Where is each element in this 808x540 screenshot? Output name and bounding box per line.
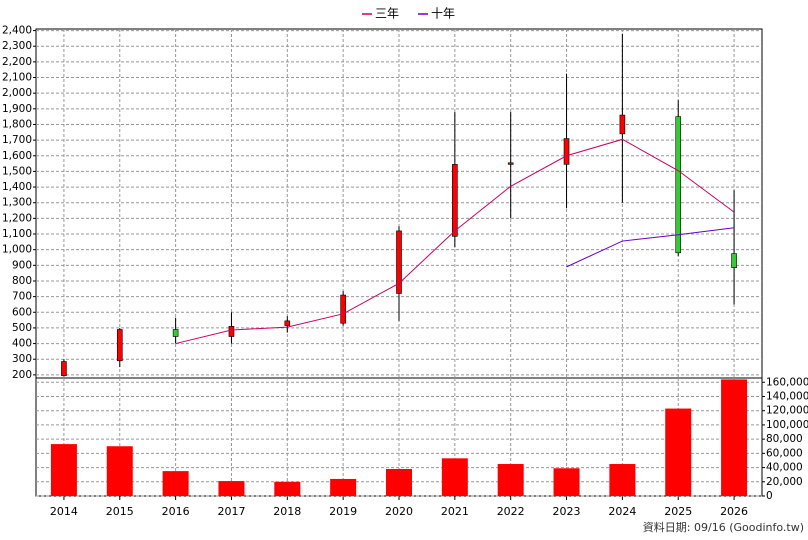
y-tick-label: 800 bbox=[12, 275, 32, 287]
volume-bar bbox=[330, 478, 357, 496]
y-tick-label: 1,200 bbox=[2, 212, 32, 224]
x-tick-label: 2023 bbox=[553, 505, 581, 518]
y-tick-label: 500 bbox=[12, 322, 32, 334]
candle-body bbox=[396, 230, 402, 294]
y-tick-label: 1,700 bbox=[2, 134, 32, 146]
x-tick-label: 2021 bbox=[441, 505, 469, 518]
source-note: 資料日期: 09/16 (Goodinfo.tw) bbox=[643, 520, 804, 534]
y-tick-label: 1,800 bbox=[2, 118, 32, 130]
volume-bar bbox=[386, 468, 412, 496]
y-tick-label: 0 bbox=[766, 490, 773, 502]
candle-body bbox=[675, 116, 682, 254]
volume-bar bbox=[50, 444, 77, 496]
candle-body bbox=[340, 294, 346, 324]
y-tick-label: 2,300 bbox=[2, 40, 32, 52]
y-tick-label: 80,000 bbox=[766, 433, 803, 445]
y-tick-label: 40,000 bbox=[766, 462, 803, 474]
x-tick-label: 2017 bbox=[217, 505, 245, 518]
y-tick-label: 200 bbox=[12, 369, 32, 381]
x-tick-label: 2022 bbox=[497, 505, 525, 518]
volume-bar bbox=[441, 458, 468, 496]
y-tick-label: 1,900 bbox=[2, 103, 32, 115]
y-tick-label: 140,000 bbox=[766, 390, 808, 402]
x-tick-label: 2026 bbox=[720, 505, 748, 518]
y-tick-label: 600 bbox=[12, 306, 32, 318]
volume-bar bbox=[497, 464, 524, 496]
x-tick-label: 2016 bbox=[162, 505, 190, 518]
candle-body bbox=[507, 162, 514, 165]
legend-label: 十年 bbox=[431, 7, 455, 21]
candle-body bbox=[619, 114, 626, 135]
volume-bar bbox=[274, 481, 301, 496]
y-tick-label: 2,400 bbox=[2, 25, 32, 37]
x-tick-label: 2015 bbox=[106, 505, 134, 518]
y-tick-label: 60,000 bbox=[766, 447, 803, 459]
candle-body bbox=[61, 361, 67, 376]
y-tick-label: 1,300 bbox=[2, 197, 32, 209]
x-tick-label: 2020 bbox=[385, 505, 413, 518]
candle-body bbox=[563, 138, 570, 165]
y-tick-label: 2,200 bbox=[2, 56, 32, 68]
candle-body bbox=[284, 320, 291, 326]
x-tick-label: 2025 bbox=[664, 505, 692, 518]
y-tick-label: 2,000 bbox=[2, 87, 32, 99]
volume-bar bbox=[665, 408, 692, 496]
volume-bar bbox=[162, 471, 189, 496]
y-tick-label: 1,600 bbox=[2, 150, 32, 162]
ma-line bbox=[566, 227, 735, 268]
y-tick-label: 300 bbox=[12, 353, 32, 365]
y-tick-label: 1,100 bbox=[2, 228, 32, 240]
y-tick-label: 20,000 bbox=[766, 476, 803, 488]
y-tick-label: 700 bbox=[12, 291, 32, 303]
y-tick-label: 120,000 bbox=[766, 405, 808, 417]
y-tick-label: 900 bbox=[12, 259, 32, 271]
volume-bar bbox=[218, 481, 245, 496]
x-tick-label: 2014 bbox=[50, 505, 78, 518]
x-tick-label: 2024 bbox=[608, 505, 636, 518]
candle-body bbox=[228, 326, 235, 337]
ma-line bbox=[175, 138, 735, 345]
volume-bar bbox=[609, 464, 636, 496]
volume-bar bbox=[106, 446, 133, 496]
x-tick-label: 2019 bbox=[329, 505, 357, 518]
x-tick-label: 2018 bbox=[273, 505, 301, 518]
candle-body bbox=[731, 253, 737, 268]
candle-body bbox=[452, 164, 458, 237]
y-tick-label: 1,400 bbox=[2, 181, 32, 193]
y-tick-label: 2,100 bbox=[2, 72, 32, 84]
y-tick-label: 1,500 bbox=[2, 165, 32, 177]
candle-body bbox=[172, 329, 179, 337]
y-tick-label: 160,000 bbox=[766, 376, 808, 388]
volume-bar bbox=[553, 468, 580, 496]
y-tick-label: 1,000 bbox=[2, 244, 32, 256]
y-tick-label: 100,000 bbox=[766, 419, 808, 431]
legend-label: 三年 bbox=[375, 7, 399, 21]
y-tick-label: 400 bbox=[12, 338, 32, 350]
volume-bar bbox=[721, 379, 748, 496]
candle-body bbox=[116, 329, 123, 362]
